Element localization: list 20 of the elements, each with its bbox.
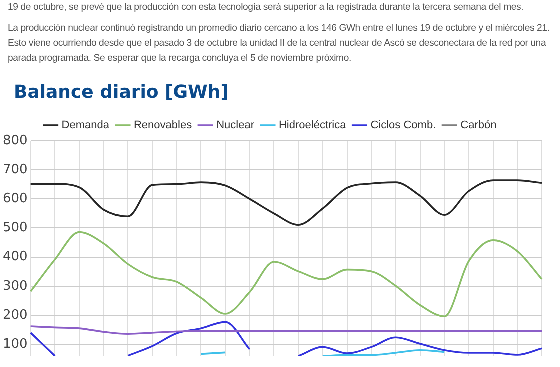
legend-label: Hidroeléctrica bbox=[278, 120, 348, 132]
legend-label: Carbón bbox=[460, 120, 497, 132]
legend-label: Ciclos Comb. bbox=[370, 120, 436, 132]
y-tick-label: 600 bbox=[2, 192, 28, 207]
y-tick-label: 700 bbox=[2, 162, 28, 178]
legend-label: Demanda bbox=[62, 120, 110, 132]
legend-label: Renovables bbox=[134, 120, 193, 132]
line-series bbox=[30, 231, 543, 318]
chart-title: Balance diario [GWh] bbox=[14, 82, 229, 103]
y-tick-label: 400 bbox=[2, 250, 28, 265]
y-tick-label: 300 bbox=[2, 278, 28, 294]
text: La producción nuclear continuó registrando un promedio diario cercano a los 146 GWh entre el lunes 19 de octubre y el miércoles 21. Esto viene ocurriendo desde que el pasado 3 de octubre la unidad II de la central nuclear de Ascó se desconectara de la red por una parada programada. Se esperar que la recarga concluya el 5 de noviembre próximo. bbox=[8, 22, 551, 66]
y-tick-label: 500 bbox=[2, 220, 28, 236]
text: 19 de octubre, se prevé que la producción con esta tecnología será superior a la registrada durante la tercera semana del mes. bbox=[8, 1, 525, 15]
y-tick-label: 800 bbox=[2, 133, 28, 148]
legend-label: Nuclear bbox=[216, 120, 255, 132]
y-tick-label: 200 bbox=[2, 308, 28, 323]
y-tick-label: 100 bbox=[2, 336, 28, 352]
line-series bbox=[30, 180, 543, 226]
line-series bbox=[30, 326, 543, 335]
